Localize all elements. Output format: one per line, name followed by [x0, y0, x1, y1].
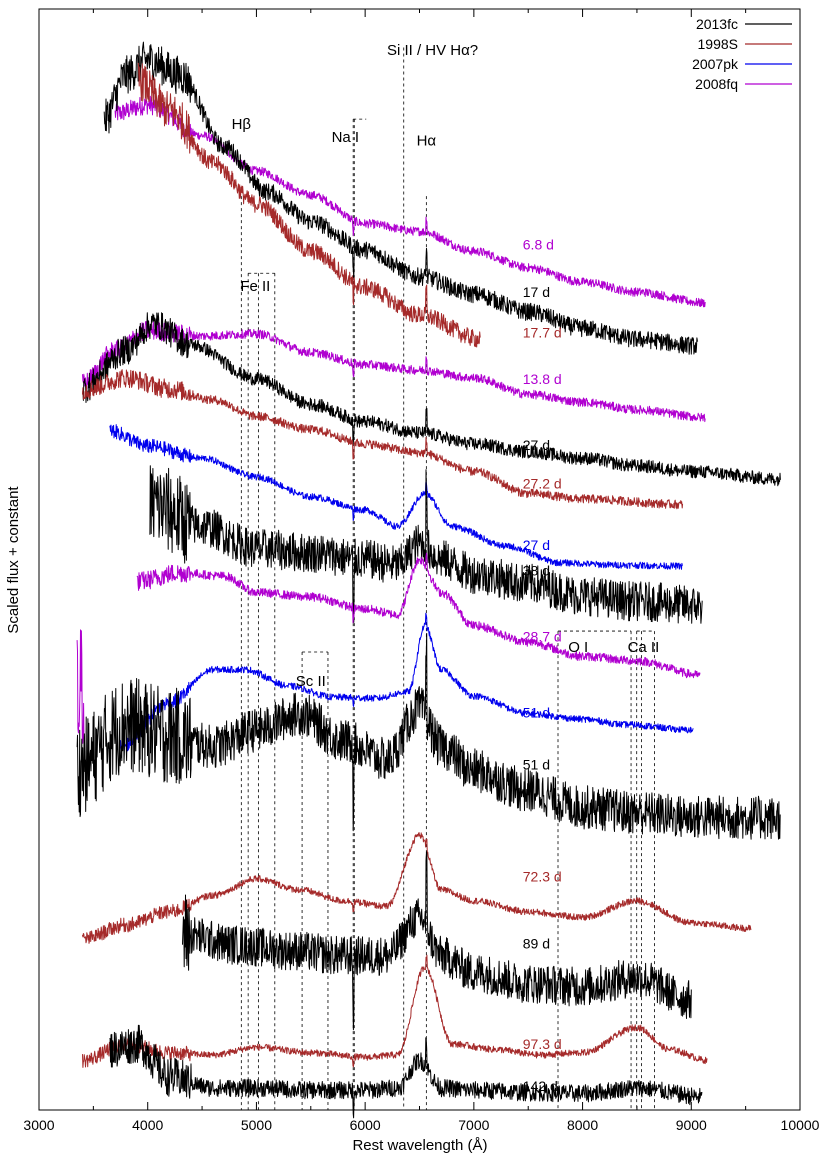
spectrum-1998S-5 — [82, 369, 684, 510]
epoch-label-0: 6.8 d — [523, 237, 554, 253]
line-id-label-4: Hα — [417, 133, 437, 150]
epoch-label-14: 97.3 d — [523, 1036, 562, 1052]
epoch-label-11: 51 d — [523, 756, 550, 772]
legend-label-3: 2008fq — [695, 76, 738, 92]
epoch-label-1: 17 d — [523, 284, 550, 300]
spectrum-2008fq-9 — [76, 629, 85, 746]
epoch-label-13: 89 d — [523, 936, 550, 952]
line-id-label-6: O I — [568, 639, 588, 656]
spectrum-2013fc-1 — [103, 41, 699, 355]
line-id-label-1: Fe II — [240, 278, 270, 295]
epoch-label-6: 27 d — [523, 537, 550, 553]
x-tick-label-5: 8000 — [567, 1117, 598, 1133]
legend: 2013fc 1998S 2007pk 2008fq — [692, 16, 792, 92]
epoch-label-5: 27.2 d — [523, 476, 562, 492]
line-id-label-2: Na I — [332, 129, 360, 146]
x-axis-title: Rest wavelength (Å) — [352, 1137, 487, 1154]
spectrum-2013fc-7 — [149, 465, 703, 624]
spectrum-2007pk-6 — [109, 424, 683, 570]
line-id-label-5: Sc II — [296, 673, 326, 690]
y-axis-title: Scaled flux + constant — [5, 486, 22, 634]
line-id-label-7: Ca II — [628, 639, 660, 656]
x-tick-label-0: 3000 — [23, 1117, 54, 1133]
epoch-label-12: 72.3 d — [523, 869, 562, 885]
x-tick-label-7: 10000 — [781, 1117, 820, 1133]
spectrum-2013fc-4 — [82, 312, 781, 487]
x-axis-ticks: 3000 4000 5000 6000 7000 8000 9000 10000 — [23, 9, 820, 1133]
epoch-label-15: 142 d — [523, 1078, 558, 1094]
epoch-labels: 6.8 d 17 d 17.7 d 13.8 d 27 d 27.2 d 27 d 38 d 2… — [523, 237, 562, 1094]
epoch-label-4: 27 d — [523, 437, 550, 453]
epoch-label-2: 17.7 d — [523, 325, 562, 341]
line-id-label-0: Hβ — [232, 116, 252, 133]
x-tick-label-2: 5000 — [241, 1117, 272, 1133]
spectrum-2013fc-13 — [182, 851, 692, 1031]
spectrum-2007pk-10 — [120, 612, 694, 752]
legend-label-1: 1998S — [698, 36, 738, 52]
epoch-label-10: 51 d — [523, 705, 550, 721]
spectrum-2013fc-11 — [76, 632, 781, 840]
spectrum-1998S-2 — [137, 62, 481, 348]
epoch-label-7: 38 d — [523, 563, 550, 579]
line-id-labels: Hβ Fe II Na I Si II / HV Hα? Hα Sc II O I Ca II — [232, 42, 660, 690]
spectrum-2013fc-15 — [109, 1024, 703, 1119]
spectrum-1998S-12 — [82, 832, 752, 944]
legend-label-0: 2013fc — [696, 16, 738, 32]
line-id-label-3: Si II / HV Hα? — [387, 42, 478, 59]
x-tick-label-4: 7000 — [458, 1117, 489, 1133]
epoch-label-8: 28.7 d — [523, 629, 562, 645]
x-tick-label-3: 6000 — [350, 1117, 381, 1133]
spectra-series — [76, 41, 781, 1119]
x-tick-label-6: 9000 — [676, 1117, 707, 1133]
legend-label-2: 2007pk — [692, 56, 739, 72]
spectrum-2008fq-8 — [136, 552, 701, 679]
x-tick-label-1: 4000 — [132, 1117, 163, 1133]
spectrum-1998S-14 — [82, 954, 708, 1068]
epoch-label-3: 13.8 d — [523, 371, 562, 387]
